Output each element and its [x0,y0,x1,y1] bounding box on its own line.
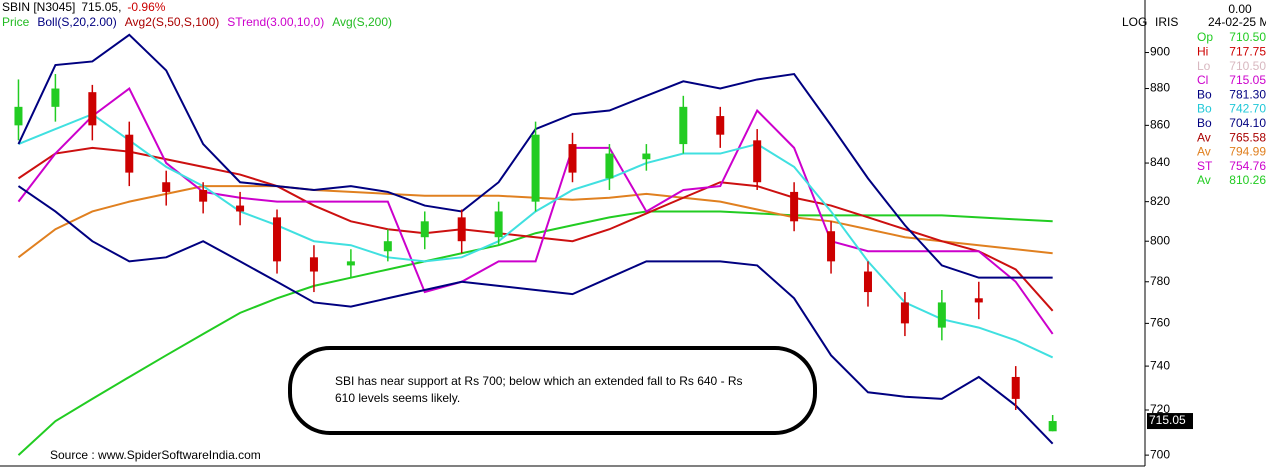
candle-body [531,134,540,202]
candle-body [420,221,429,238]
info-label: Av [1197,173,1211,187]
y-tick-label: 820 [1150,194,1170,208]
info-row-value: 710.50 [1229,30,1266,44]
annotation-text: SBI has near support at Rs 700; below wh… [335,374,743,405]
candle-body [1011,376,1020,399]
info-row-value: 704.10 [1229,116,1266,130]
candle-body [753,140,762,183]
candle-body [14,106,23,126]
price-tag: 715.05 [1149,413,1186,427]
info-row-value: 794.99 [1229,145,1266,159]
candle-body [236,205,245,212]
candle-body [383,241,392,252]
candle-body [790,191,799,222]
y-tick-label: 740 [1150,358,1170,372]
price-tag-bg [1147,413,1193,430]
indicator-line [17,146,1054,312]
candle-body [457,217,466,242]
candle-body [346,261,355,266]
candle-body [125,134,134,173]
candle-body [273,217,282,262]
candle-body [642,153,651,160]
indicator-line [17,210,1053,456]
info-row-value: 781.30 [1229,87,1266,101]
legend-entry: Avg(S,200) [332,15,392,29]
info-label: Av [1197,145,1211,159]
info-label: Bo [1197,87,1212,101]
y-tick-label: 860 [1150,118,1170,132]
header-symbol: SBIN [N3045] [2,0,75,14]
info-label: Lo [1197,59,1211,73]
scale-label: IRIS [1155,15,1178,29]
y-tick-label: 900 [1150,45,1170,59]
candle-body [937,302,946,328]
y-tick-label: 760 [1150,316,1170,330]
info-row-value: 742.70 [1229,102,1266,116]
candle-body [974,298,983,303]
info-row-value: 765.58 [1229,130,1266,144]
candle-body [162,182,171,192]
info-row-value: 710.50 [1229,59,1266,73]
info-label: Bo [1197,116,1212,130]
candle-body [568,144,577,173]
candle-body [494,211,503,238]
candle-body [88,92,97,126]
info-date: 24-02-25 Mo [1208,15,1266,29]
legend-entry: Boll(S,20,2.00) [37,15,116,29]
info-row-value: 717.75 [1229,44,1266,58]
info-label: Av [1197,130,1211,144]
source-text: Source : www.SpiderSoftwareIndia.com [50,448,261,462]
candle-body [309,257,318,272]
candle-body [1048,421,1057,432]
candle-body [900,302,909,324]
info-row-value: 810.26 [1229,173,1266,187]
indicator-line [17,185,1054,445]
info-label: Op [1197,30,1213,44]
scale-label: LOG [1122,15,1147,29]
y-tick-label: 800 [1150,233,1170,247]
candle-body [51,88,60,107]
y-tick-label: 720 [1150,402,1170,416]
y-tick-label: 880 [1150,81,1170,95]
candle-body [716,116,725,135]
indicator-line [17,87,1054,335]
info-value: 0.00 [1228,2,1252,16]
y-tick-label: 840 [1150,155,1170,169]
annotation-box [288,346,817,435]
info-label: Cl [1197,73,1208,87]
legend-entry: STrend(3.00,10,0) [227,15,324,29]
y-tick-label: 700 [1150,447,1170,461]
info-row-value: 715.05 [1229,73,1266,87]
header-change: -0.96% [127,0,165,14]
info-label: Bo [1197,102,1212,116]
y-tick-label: 780 [1150,274,1170,288]
candle-body [679,106,688,145]
candle-body [199,189,208,202]
candle-body [605,153,614,179]
candle-body [863,271,872,293]
legend-entry: Price [2,15,30,29]
header-price: 715.05, [81,0,121,14]
candle-body [827,231,836,262]
info-label: ST [1197,159,1213,173]
info-label: Hi [1197,44,1208,58]
legend-entry: Avg2(S,50,S,100) [125,15,220,29]
info-row-value: 754.76 [1229,159,1266,173]
